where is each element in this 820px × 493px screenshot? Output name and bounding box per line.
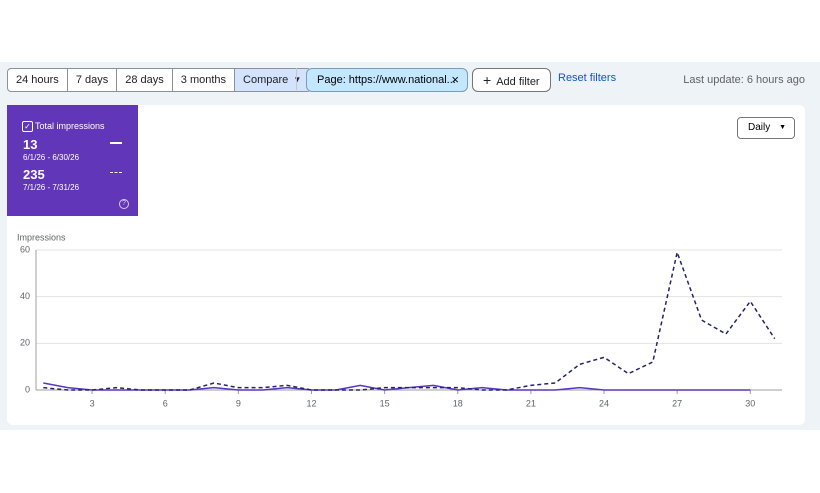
range-button[interactable]: 28 days [117,69,173,91]
date-range: 6/1/26 - 6/30/26 [23,153,80,162]
reset-filters[interactable]: Reset filters [558,72,617,84]
x-tick-label: 12 [306,398,316,408]
range-button[interactable]: 7 days [68,69,118,91]
series-line [43,249,776,391]
y-axis-label: Impressions [17,232,66,242]
remove-filter[interactable]: × [451,72,459,87]
chart-card [7,105,805,425]
y-tick-label: 60 [20,244,30,254]
filter-label: Page: https://www.national... [317,74,456,86]
y-tick-label: 0 [25,384,30,394]
x-tick-label: 18 [453,398,463,408]
checkbox[interactable]: ✓ [22,121,33,132]
metric-total: 235 [23,167,45,182]
y-tick-label: 40 [20,291,30,301]
filter-chip[interactable]: Page: https://www.national... × [306,68,468,92]
x-tick-label: 9 [236,398,241,408]
granularity-label: Daily [748,122,771,133]
solid-key [110,142,122,144]
range-selector: 24 hours 7 days 28 days 3 months Compare… [7,68,312,92]
metric-label: Total impressions [35,121,105,131]
add-filter[interactable]: + Add filter [472,68,551,92]
caret: ▼ [779,124,786,131]
metric-total: 13 [23,137,38,152]
help-icon[interactable]: ? [119,199,129,209]
y-tick-label: 20 [20,338,30,348]
x-tick-label: 15 [380,398,390,408]
last-update: Last update: 6 hours ago [683,74,805,86]
x-tick-label: 21 [526,398,536,408]
metric-tile[interactable]: ✓ Total impressions 13 6/1/26 - 6/30/26 … [7,105,138,216]
add-filter-label: Add filter [496,76,540,88]
x-tick-label: 3 [90,398,95,408]
series-line [43,382,751,391]
plus-icon: + [483,72,492,88]
x-tick-label: 27 [672,398,682,408]
range-button[interactable]: 24 hours [8,69,68,91]
separator [296,68,297,90]
range-button[interactable]: 3 months [173,69,236,91]
x-tick-label: 6 [163,398,168,408]
dashed-key [110,172,122,173]
x-tick-label: 24 [599,398,609,408]
compare-label: Compare [243,74,289,86]
date-range: 7/1/26 - 7/31/26 [23,183,80,192]
caret: ▼ [293,75,302,84]
compare-button[interactable]: Compare ▼ [235,69,311,91]
x-tick-label: 30 [745,398,755,408]
granularity-select[interactable]: Daily ▼ [737,117,795,139]
